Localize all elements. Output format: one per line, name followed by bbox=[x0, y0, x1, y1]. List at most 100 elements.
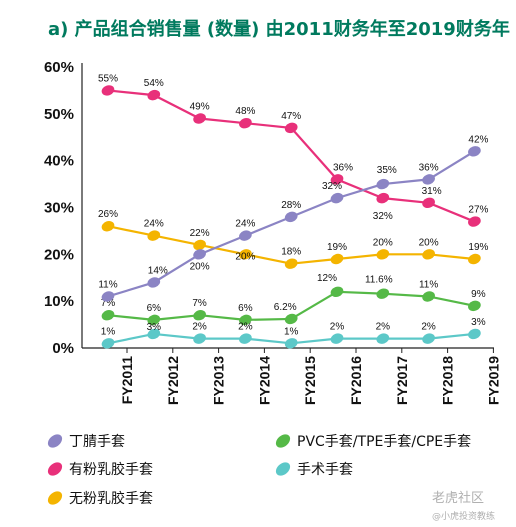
series-layer: 7% 6% 7% 6% 6.2% 12% 11.6% 11% 9% 1% 3% 2% 2% 1% 2% 2% 2… bbox=[98, 73, 489, 349]
data-label: 27% bbox=[468, 205, 488, 216]
data-label: 35% bbox=[377, 165, 397, 176]
y-tick-label: 40% bbox=[44, 153, 74, 170]
data-point bbox=[147, 314, 161, 326]
data-point bbox=[101, 85, 115, 96]
data-label: 7% bbox=[192, 298, 207, 309]
series-1: 11% 14% 20% 24% 28% 32% 35% 36% 42% bbox=[98, 134, 489, 302]
data-label: 1% bbox=[101, 326, 116, 337]
data-point bbox=[422, 197, 435, 209]
data-point bbox=[284, 313, 298, 325]
series-3: 26% 24% 22% 20% 18% 19% 20% 20% 19% bbox=[98, 209, 489, 269]
legend-label: 丁腈手套 bbox=[69, 434, 125, 450]
data-point bbox=[376, 192, 390, 204]
chart-title: a) 产品组合销售量 (数量) 由2011财务年至2019财务年 bbox=[48, 18, 510, 40]
legend-item: 丁腈手套 bbox=[47, 434, 125, 450]
legend-label: 手术手套 bbox=[297, 462, 353, 478]
data-point bbox=[376, 249, 390, 260]
x-tick-label: FY2015 bbox=[302, 356, 318, 405]
data-point bbox=[330, 286, 344, 297]
data-label: 20% bbox=[373, 237, 393, 248]
data-point bbox=[330, 192, 344, 204]
x-tick-label: FY2016 bbox=[348, 356, 364, 405]
data-point bbox=[422, 333, 435, 344]
data-point bbox=[330, 253, 344, 265]
x-tick-label: FY2012 bbox=[165, 356, 181, 405]
data-label: 48% bbox=[235, 106, 255, 117]
data-label: 6.2% bbox=[274, 302, 297, 313]
data-point bbox=[468, 253, 481, 265]
data-point bbox=[147, 277, 161, 288]
data-point bbox=[284, 338, 298, 349]
data-label: 47% bbox=[281, 111, 301, 122]
data-label: 2% bbox=[376, 322, 391, 333]
data-label: 18% bbox=[281, 247, 301, 258]
data-point bbox=[101, 291, 115, 302]
data-label: 6% bbox=[238, 303, 253, 314]
data-point bbox=[193, 310, 206, 321]
data-label: 36% bbox=[419, 162, 439, 173]
data-point bbox=[239, 249, 252, 260]
x-tick-label: FY2018 bbox=[440, 356, 456, 405]
series-5: 1% 3% 2% 2% 1% 2% 2% 2% 3% bbox=[101, 317, 486, 349]
series-2: 55% 54% 49% 48% 47% 36% 32% 31% 27% bbox=[98, 73, 489, 227]
data-point bbox=[376, 178, 390, 190]
data-label: 6% bbox=[147, 303, 162, 314]
data-label: 24% bbox=[144, 219, 164, 230]
legend-swatch bbox=[275, 462, 291, 476]
data-point bbox=[147, 230, 161, 241]
data-label: 36% bbox=[333, 162, 353, 173]
data-label: 22% bbox=[190, 228, 210, 239]
y-tick-label: 10% bbox=[44, 293, 74, 310]
data-label: 20% bbox=[419, 237, 439, 248]
y-tick-label: 30% bbox=[44, 200, 74, 217]
data-point bbox=[239, 314, 252, 326]
data-label: 2% bbox=[421, 322, 436, 333]
data-label: 1% bbox=[284, 326, 299, 337]
data-label: 28% bbox=[281, 200, 301, 211]
data-point bbox=[330, 333, 344, 344]
data-point bbox=[284, 258, 298, 269]
x-tick-label: FY2011 bbox=[119, 356, 135, 404]
data-point bbox=[193, 113, 206, 124]
data-label: 20% bbox=[235, 251, 255, 262]
data-point bbox=[284, 211, 298, 223]
data-point bbox=[193, 239, 206, 251]
data-label: 9% bbox=[471, 289, 486, 300]
legend-item: 手术手套 bbox=[275, 462, 353, 478]
data-point bbox=[468, 300, 481, 312]
data-point bbox=[468, 216, 481, 227]
data-point bbox=[101, 310, 115, 321]
data-point bbox=[147, 89, 161, 101]
data-label: 54% bbox=[144, 78, 164, 89]
data-label: 3% bbox=[147, 322, 162, 333]
data-point bbox=[422, 249, 435, 260]
legend-label: PVC手套/TPE手套/CPE手套 bbox=[297, 434, 471, 450]
data-label: 42% bbox=[468, 134, 488, 145]
data-label: 32% bbox=[322, 181, 342, 192]
data-point bbox=[147, 328, 161, 340]
data-point bbox=[422, 291, 435, 302]
data-point bbox=[101, 338, 115, 349]
legend-swatch bbox=[47, 462, 63, 476]
legend-swatch bbox=[275, 434, 291, 448]
data-label: 20% bbox=[190, 261, 210, 272]
y-tick-label: 60% bbox=[44, 59, 74, 76]
x-tick-label: FY2013 bbox=[211, 356, 227, 405]
data-label: 32% bbox=[373, 211, 393, 222]
data-point bbox=[422, 174, 435, 185]
data-label: 14% bbox=[148, 265, 168, 276]
x-tick-label: FY2017 bbox=[394, 356, 410, 405]
y-tick-label: 50% bbox=[44, 106, 74, 123]
data-label: 19% bbox=[468, 242, 488, 253]
watermark: 老虎社区 @小虎投资教练 bbox=[432, 490, 495, 522]
axes: 0% 10% 20% 30% 40% 50% 60% FY2011 FY2012 FY2013 FY… bbox=[44, 59, 501, 405]
legend-label: 有粉乳胶手套 bbox=[69, 461, 153, 478]
data-label: 3% bbox=[471, 317, 486, 328]
legend-label: 无粉乳胶手套 bbox=[69, 490, 153, 507]
data-point bbox=[376, 333, 390, 344]
legend-swatch bbox=[47, 434, 63, 448]
data-point bbox=[330, 174, 344, 185]
data-label: 2% bbox=[238, 322, 253, 333]
